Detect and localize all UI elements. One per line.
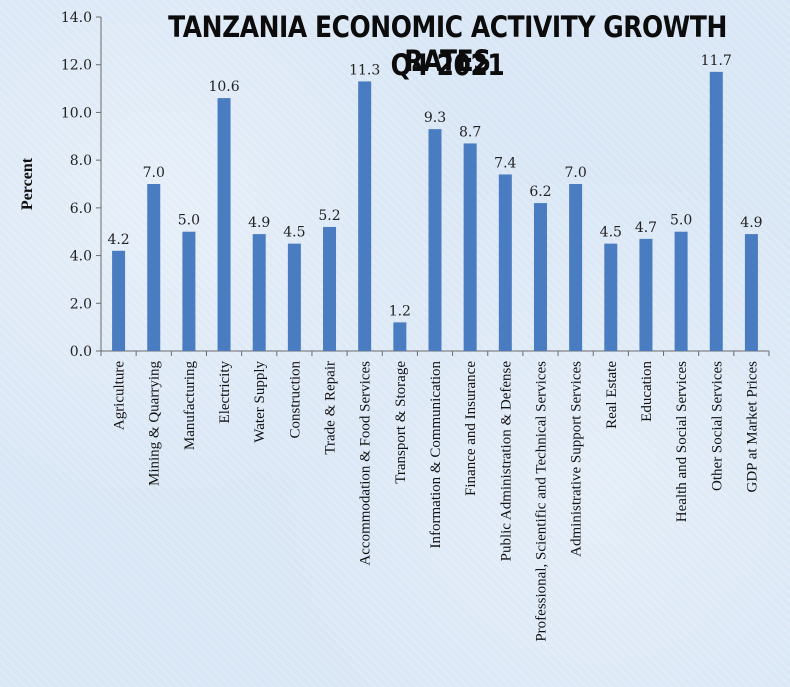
bar	[147, 184, 161, 351]
bar-value-label: 7.0	[143, 165, 165, 181]
bar	[498, 174, 512, 351]
y-tick-label: 2.0	[70, 296, 92, 312]
chart-title-line-2: Q4 2021	[390, 48, 505, 82]
bar-value-label: 7.0	[564, 165, 586, 181]
bar	[463, 143, 477, 351]
y-tick-label: 10.0	[61, 105, 92, 121]
x-category-label: Accommodation & Food Services	[358, 361, 374, 566]
x-category-label: Agriculture	[112, 361, 128, 430]
bar-value-label: 9.3	[424, 110, 446, 126]
bar	[639, 238, 653, 351]
y-tick-label: 8.0	[70, 153, 92, 169]
bar	[744, 234, 758, 351]
x-category-label: Information & Communication	[428, 361, 444, 549]
bar-value-label: 7.4	[494, 155, 516, 171]
x-category-label: Health and Social Services	[674, 361, 690, 522]
x-category-label: GDP at Market Prices	[744, 361, 760, 493]
x-category-label: Manufacturing	[182, 361, 198, 451]
x-category-label: Mining & Quarrying	[147, 361, 163, 486]
bar	[112, 250, 126, 351]
bar-value-label: 4.5	[600, 225, 622, 241]
bar	[287, 243, 301, 351]
y-tick-label: 0.0	[70, 344, 92, 360]
bar-value-label: 5.0	[670, 213, 692, 229]
bar-value-label: 4.5	[283, 225, 305, 241]
bar	[358, 81, 372, 352]
chart-title-line-1: TANZANIA ECONOMIC ACTIVITY GROWTH RATES	[168, 10, 727, 78]
bar	[569, 184, 583, 351]
bar-value-label: 4.9	[248, 215, 270, 231]
bar-value-label: 11.3	[349, 62, 380, 78]
bar	[323, 226, 337, 351]
bar-value-label: 8.7	[459, 124, 481, 140]
x-category-label: Administrative Support Services	[569, 361, 585, 557]
bar-value-label: 6.2	[529, 184, 551, 200]
bar-value-label: 4.9	[740, 215, 762, 231]
bar	[533, 203, 547, 351]
x-category-label: Other Social Services	[709, 361, 725, 491]
y-tick-label: 4.0	[70, 249, 92, 265]
bar-value-label: 4.7	[635, 220, 657, 236]
bar-value-label: 11.7	[701, 53, 732, 69]
x-category-label: Electricity	[217, 361, 233, 424]
x-category-label: Transport & Storage	[393, 361, 409, 484]
x-category-label: Professional, Scientific and Technical S…	[533, 361, 549, 642]
y-axis-label: Percent	[19, 157, 36, 210]
x-category-label: Construction	[287, 361, 303, 439]
bar	[604, 243, 618, 351]
bar	[393, 322, 407, 351]
x-category-label: Real Estate	[604, 361, 620, 429]
bar-value-label: 10.6	[208, 79, 239, 95]
x-category-label: Education	[639, 361, 655, 422]
x-category-label: Trade & Repair	[323, 361, 339, 455]
bar	[428, 129, 442, 351]
x-category-label: Public Administration & Defense	[498, 361, 514, 562]
bar	[674, 231, 688, 351]
bar-value-label: 1.2	[389, 303, 411, 319]
bar	[252, 234, 266, 351]
bar-value-label: 4.2	[107, 232, 129, 248]
bar	[217, 98, 231, 351]
bar-value-label: 5.2	[318, 208, 340, 224]
bar-value-label: 5.0	[178, 213, 200, 229]
y-tick-label: 12.0	[61, 58, 92, 74]
x-category-label: Finance and Insurance	[463, 361, 479, 496]
bar	[182, 231, 196, 351]
y-tick-label: 14.0	[61, 10, 92, 26]
x-category-label: Water Supply	[252, 361, 268, 443]
y-tick-label: 6.0	[70, 201, 92, 217]
bar	[709, 71, 723, 351]
